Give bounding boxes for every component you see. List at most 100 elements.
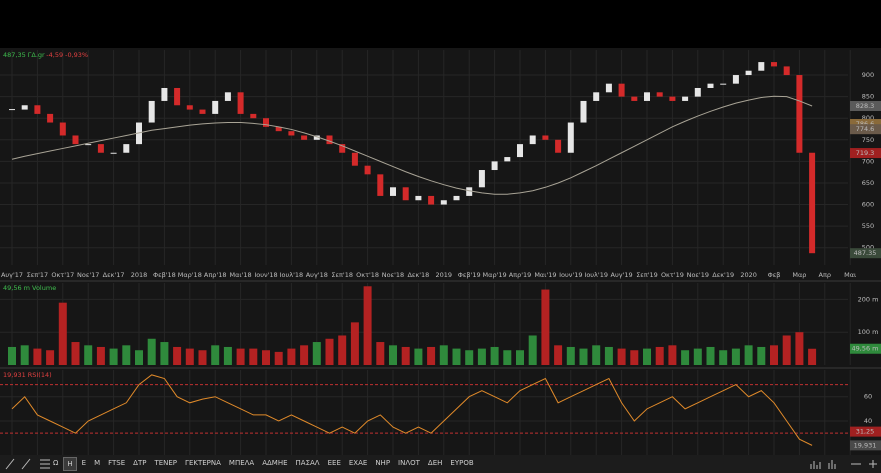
y-tick-label: 600	[862, 201, 874, 209]
toolbar-button[interactable]: ΜΠΕΛΑ	[228, 459, 255, 467]
y-tick-label: 60	[864, 393, 872, 401]
x-tick-label: Οκτ'17	[51, 271, 74, 279]
volume-bar	[617, 348, 626, 365]
x-tick-label: Ιουν'18	[254, 271, 277, 279]
toolbar-button[interactable]: ΤΕΝΕΡ	[154, 459, 178, 467]
volume-bar	[782, 335, 791, 365]
volume-bar	[706, 346, 715, 365]
x-tick-label: Οκτ'18	[356, 271, 379, 279]
volume-bar	[630, 350, 639, 365]
toolbar-button[interactable]: ΙΝΛΟΤ	[398, 459, 420, 467]
volume-bar	[236, 348, 245, 365]
toolbar-button[interactable]: ΓΕΚΤΕΡΝΑ	[185, 459, 221, 467]
toolbar-button[interactable]: ΠΑΣΑΛ	[295, 459, 320, 467]
candle	[745, 70, 752, 76]
x-tick-label: 2018	[131, 271, 148, 279]
candle	[148, 100, 155, 123]
header-text: ΓΔ.gr	[28, 51, 45, 59]
candle	[174, 87, 181, 106]
candle	[555, 139, 562, 153]
y-tick-label: 700	[862, 157, 874, 165]
moving-average	[11, 95, 813, 195]
candle	[123, 144, 130, 153]
candle	[351, 152, 358, 166]
volume-bar	[350, 322, 359, 365]
volume-bar	[655, 346, 664, 365]
x-tick-label: Ιουν'19	[559, 271, 582, 279]
volume-bar	[287, 348, 296, 365]
volume-bar	[84, 345, 93, 365]
price-marker	[850, 124, 881, 135]
toolbar-right-icons[interactable]	[809, 457, 879, 471]
volume-bar	[452, 348, 461, 365]
volume-bar	[147, 338, 156, 365]
candle	[237, 92, 244, 114]
candle	[644, 92, 650, 101]
toolbar-icons	[5, 458, 50, 470]
toolbar-button[interactable]: M	[94, 459, 101, 467]
toolbar-button[interactable]: ΕΧΑΕ	[348, 459, 368, 467]
toolbar-button[interactable]: ΕΥΡΟΒ	[450, 459, 474, 467]
toolbar-button[interactable]: H	[63, 457, 77, 471]
price-marker-label: 719.3	[856, 149, 875, 157]
x-tick-label: Φεβ'18	[153, 271, 176, 279]
candle	[466, 187, 473, 196]
x-tick-label: Δεκ'19	[712, 271, 734, 279]
toolbar-button[interactable]: ΝΗΡ	[375, 459, 391, 467]
candle	[682, 96, 689, 101]
volume-bar	[401, 346, 410, 365]
volume-bar	[554, 345, 563, 365]
toolbar-button[interactable]: FTSE	[108, 459, 126, 467]
volume-bar	[414, 348, 423, 365]
candle	[593, 92, 600, 101]
candle	[288, 131, 295, 136]
volume-bar	[668, 345, 677, 365]
panel-header: 487,35 ΓΔ.gr -4,59 -0,93%	[3, 51, 88, 59]
toolbar-button[interactable]: ΔΤΡ	[133, 459, 147, 467]
y-tick-label: 800	[862, 114, 874, 122]
header-text: 19,931	[3, 371, 26, 379]
toolbar-button[interactable]: ΑΔΜΗΕ	[262, 459, 288, 467]
toolbar-button[interactable]: ΕΕΕ	[327, 459, 341, 467]
candle	[796, 75, 803, 153]
volume-bar	[274, 351, 283, 365]
price-marker	[850, 426, 881, 437]
candle	[517, 144, 523, 158]
candle	[364, 165, 371, 175]
x-tick-label: 2020	[740, 271, 757, 279]
x-tick-label: Οκτ'19	[661, 271, 684, 279]
volume-bar	[376, 342, 385, 365]
toolbar-button[interactable]: E	[81, 459, 87, 467]
price-marker	[850, 440, 881, 451]
toolbar-button[interactable]: Ω	[53, 459, 59, 467]
volume-bar	[681, 350, 690, 365]
volume-bar	[58, 302, 67, 365]
volume-bar	[135, 350, 143, 365]
candle	[415, 195, 422, 201]
candle	[694, 87, 701, 97]
volume-bar	[160, 342, 169, 365]
candle	[732, 75, 739, 84]
candle	[224, 92, 231, 101]
candle	[97, 144, 104, 153]
volume-bar	[516, 350, 524, 365]
volume-bar	[8, 346, 16, 365]
header-text: 49,56 m	[3, 284, 30, 292]
x-tick-label: Νοε'18	[382, 271, 404, 279]
x-tick-label: Σεπ'17	[27, 271, 49, 279]
candle	[59, 122, 66, 136]
header-text: Volume	[32, 284, 56, 292]
volume-bar	[300, 345, 309, 365]
x-tick-label: Μαι'19	[534, 271, 556, 279]
candle	[580, 100, 587, 123]
candle	[313, 135, 320, 140]
price-marker-label: 786.6	[856, 120, 875, 128]
volume-bar	[325, 338, 334, 365]
candle	[478, 170, 485, 188]
toolbar-button[interactable]: ΔΕΗ	[427, 459, 443, 467]
x-tick-label: Νοε'17	[77, 271, 99, 279]
volume-bar	[249, 348, 258, 365]
x-tick-label: Φεβ	[768, 271, 781, 279]
volume-bar	[223, 346, 232, 365]
volume-bar	[757, 346, 766, 365]
